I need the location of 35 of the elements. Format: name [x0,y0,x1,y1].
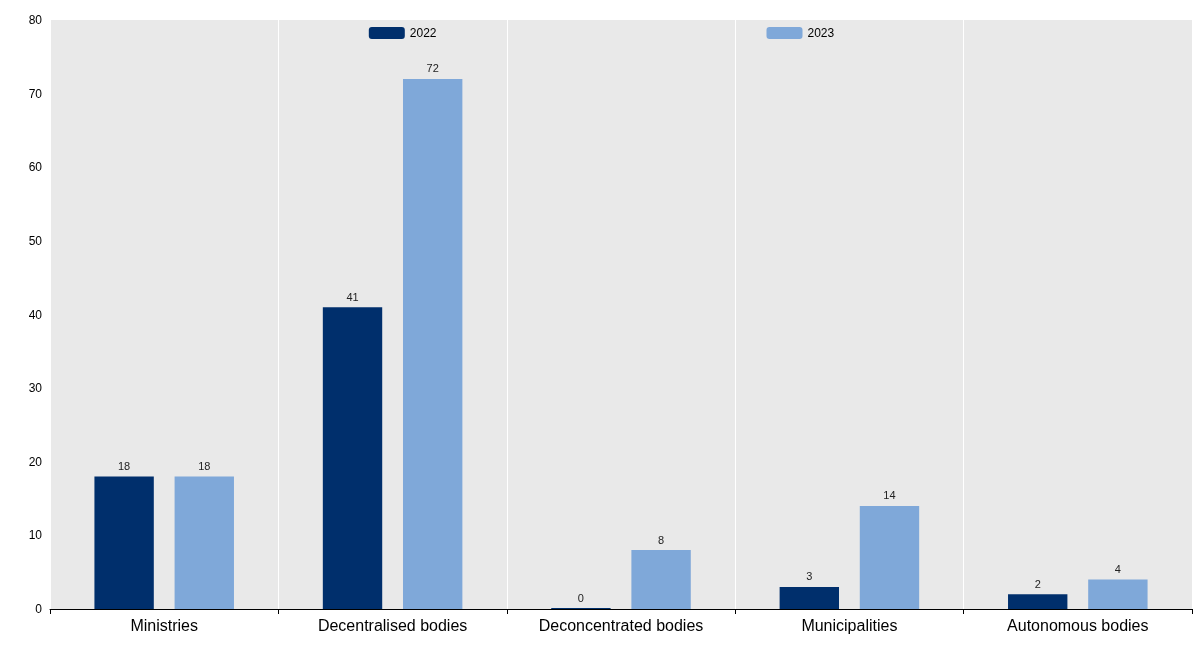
data-label: 2 [1034,577,1041,590]
x-tick-label: Municipalities [801,616,898,634]
legend-label: 2022 [409,26,437,40]
data-label: 8 [658,533,665,546]
data-label: 4 [1114,563,1121,576]
bar [322,307,383,609]
x-tick-label: Deconcentrated bodies [538,616,704,634]
data-label: 14 [883,489,896,502]
x-tick-label: Decentralised bodies [317,616,468,634]
y-tick-label: 40 [28,307,43,322]
y-tick-label: 70 [28,86,43,101]
data-label: 0 [577,591,584,604]
y-tick-label: 80 [28,13,43,27]
data-label: 41 [346,290,359,303]
data-label: 72 [426,62,439,75]
data-label: 3 [806,570,813,583]
y-tick-label: 20 [28,454,43,469]
bar [779,586,840,609]
data-label: 18 [198,459,211,472]
bar [174,476,234,609]
y-tick-label: 50 [28,233,43,248]
y-tick-label: 30 [28,381,43,396]
bar [402,78,463,609]
legend-label: 2023 [807,26,835,40]
x-tick-label: Ministries [130,616,198,634]
bar [1088,579,1148,609]
bar [859,505,920,609]
y-tick-label: 10 [28,528,43,543]
y-tick-label: 0 [35,602,43,616]
bar [1008,594,1068,609]
bar [631,550,691,609]
data-label: 18 [117,459,131,472]
bar [94,476,154,609]
x-tick-label: Autonomous bodies [1007,616,1149,634]
y-tick-label: 60 [28,160,43,175]
